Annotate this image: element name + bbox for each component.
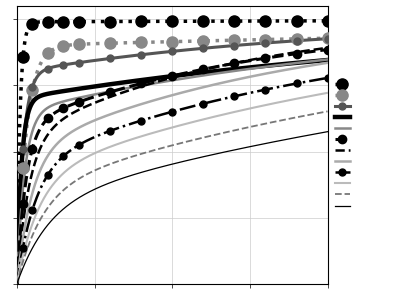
Legend: , , , , , , , , , , , : , , , , , , , , , , , bbox=[335, 80, 352, 210]
